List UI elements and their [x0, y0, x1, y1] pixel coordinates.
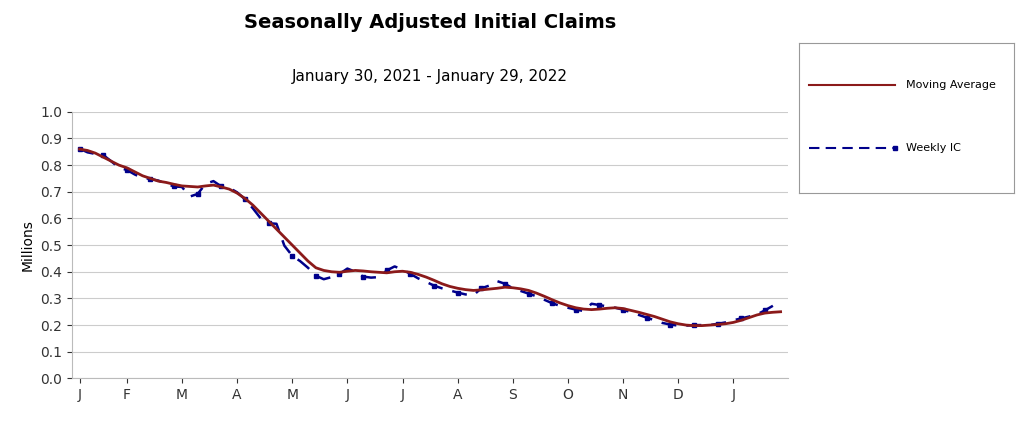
Moving Average: [672, 321, 684, 326]
Moving Average: [656, 316, 669, 322]
Text: Seasonally Adjusted Initial Claims: Seasonally Adjusted Initial Claims: [244, 13, 616, 32]
Y-axis label: Millions: Millions: [20, 219, 35, 271]
Moving Average: [774, 309, 786, 314]
Moving Average: [751, 312, 763, 317]
Moving Average: [286, 243, 298, 248]
Line: Weekly IC: Weekly IC: [78, 147, 782, 327]
Weekly IC: [168, 184, 180, 189]
Text: January 30, 2021 - January 29, 2022: January 30, 2021 - January 29, 2022: [292, 69, 568, 84]
Moving Average: [168, 182, 180, 187]
Text: Weekly IC: Weekly IC: [906, 143, 962, 154]
Text: Moving Average: Moving Average: [906, 80, 996, 90]
Weekly IC: [562, 305, 574, 310]
Weekly IC: [751, 312, 763, 317]
Weekly IC: [680, 323, 692, 328]
Weekly IC: [656, 320, 669, 326]
Weekly IC: [286, 253, 298, 258]
Weekly IC: [672, 323, 684, 328]
Moving Average: [688, 323, 700, 328]
Line: Moving Average: Moving Average: [80, 149, 780, 326]
Weekly IC: [774, 298, 786, 304]
Moving Average: [74, 147, 86, 152]
Moving Average: [562, 303, 574, 308]
Weekly IC: [74, 146, 86, 151]
